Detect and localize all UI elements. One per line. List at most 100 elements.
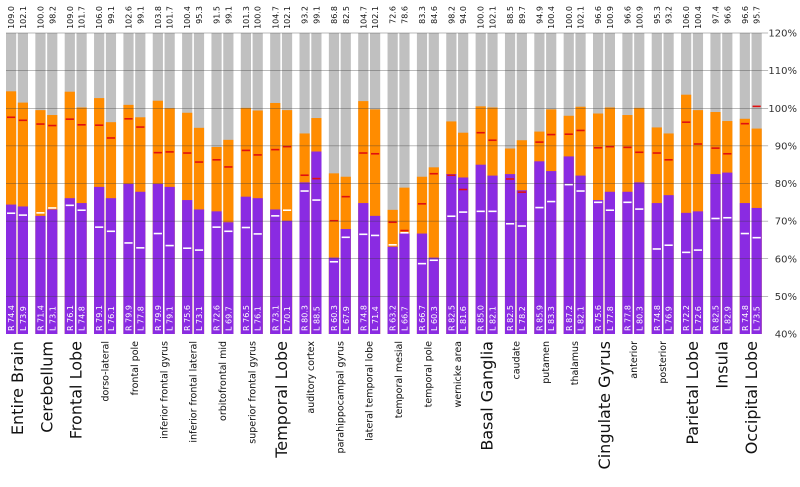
top-value-right: 96.6 xyxy=(741,6,750,24)
top-value-right: 91.5 xyxy=(213,6,222,24)
region-label-group: Entire Brain xyxy=(8,341,27,435)
inner-value-right: R 79.9 xyxy=(154,305,163,331)
top-value-left: 95.3 xyxy=(195,6,204,24)
top-value-left: 102.1 xyxy=(283,6,292,29)
region-label: Insula xyxy=(712,341,731,389)
region-label-group: Temporal Lobe xyxy=(272,341,291,459)
region-label: inferior frontal lateral xyxy=(189,341,200,443)
inner-value-right: R 75.6 xyxy=(183,305,192,331)
top-value-left: 102.1 xyxy=(19,6,28,29)
top-value-right: 96.6 xyxy=(623,6,632,24)
inner-value-right: R 74.8 xyxy=(359,305,368,331)
inner-value-right: R 87.2 xyxy=(565,305,574,331)
top-value-right: 104.7 xyxy=(359,6,368,29)
region-group: 109.0 R 74.4 102.1 L 73.9 xyxy=(6,6,28,334)
top-value-left: 102.1 xyxy=(489,6,498,29)
inner-value-right: R 72.2 xyxy=(682,305,691,331)
top-value-right: 88.5 xyxy=(506,6,515,24)
bar-lower-right xyxy=(182,200,193,334)
region-label-group: superior frontal gyrus xyxy=(247,341,258,444)
top-value-left: 101.7 xyxy=(78,6,87,29)
region-label-group: Parietal Lobe xyxy=(683,341,702,445)
inner-value-left: L 80.3 xyxy=(635,306,644,331)
inner-value-left: L 76.1 xyxy=(107,306,116,331)
top-value-left: 100.9 xyxy=(635,6,644,29)
bar-lower-right xyxy=(739,203,750,334)
region-label-group: Frontal Lobe xyxy=(67,341,86,439)
top-value-right: 101.3 xyxy=(242,6,251,29)
inner-value-left: L 72.6 xyxy=(694,306,703,331)
inner-value-left: L 83.3 xyxy=(547,306,556,331)
region-group: 88.5 R 82.5 89.7 L 78.2 xyxy=(504,6,527,334)
region-group: 86.8 R 60.3 82.5 L 67.9 xyxy=(328,6,351,334)
region-label-group: temporal mesial xyxy=(394,341,405,418)
bar-lower-right xyxy=(328,257,340,334)
inner-value-left: L 70.1 xyxy=(283,306,292,331)
region-label: Frontal Lobe xyxy=(67,341,86,439)
region-group: 96.6 R 77.8 100.9 L 80.3 xyxy=(622,6,645,335)
region-group: 95.3 R 74.8 93.2 L 76.9 xyxy=(651,6,674,334)
region-label-group: parahippocampal gyrus xyxy=(335,341,346,454)
bar-lower-right xyxy=(504,174,516,334)
top-value-right: 100.4 xyxy=(183,6,192,29)
region-label-group: caudate xyxy=(511,341,522,380)
top-value-right: 106.0 xyxy=(95,6,104,29)
bar-lower-left xyxy=(575,175,586,334)
top-value-right: 102.6 xyxy=(125,6,134,29)
bar-lower-right xyxy=(416,233,428,334)
region-label: caudate xyxy=(511,341,522,380)
top-value-right: 83.3 xyxy=(418,6,427,24)
y-axis: 40% 50% 60% 70% 80% 90% 100% 110% 120% xyxy=(768,29,797,341)
inner-value-left: L 73.1 xyxy=(195,306,204,331)
bar-lower-left xyxy=(634,182,645,334)
y-tick-label: 80% xyxy=(775,179,797,190)
bar-lower-left xyxy=(751,207,762,334)
bar-lower-left xyxy=(458,177,469,334)
bar-lower-right xyxy=(211,211,222,334)
inner-value-left: L 76.1 xyxy=(254,306,263,331)
bar-lower-right xyxy=(299,182,310,334)
region-label: inferior frontal gyrus xyxy=(159,341,170,439)
region-label-group: thalamus xyxy=(570,341,581,385)
region-label-group: Basal Ganglia xyxy=(478,341,497,451)
region-group: 101.3 R 76.5 100.0 L 76.1 xyxy=(240,6,263,334)
inner-value-left: L 69.7 xyxy=(224,306,233,331)
bar-lower-left xyxy=(252,198,263,334)
region-label: Temporal Lobe xyxy=(272,341,291,459)
bar-lower-right xyxy=(240,196,251,334)
inner-value-left: L 77.8 xyxy=(136,306,145,331)
region-group: 100.0 R 87.2 102.1 L 82.1 xyxy=(563,6,586,335)
region-label-group: Insula xyxy=(712,341,731,389)
top-value-left: 96.6 xyxy=(723,6,732,24)
inner-value-right: R 82.5 xyxy=(506,305,515,331)
region-label: orbitofrontal mid xyxy=(218,341,229,421)
inner-value-right: R 60.3 xyxy=(330,305,339,331)
region-label: thalamus xyxy=(570,341,581,385)
top-value-right: 100.0 xyxy=(477,6,486,29)
region-group: 83.3 R 66.7 84.6 L 60.3 xyxy=(416,6,439,334)
inner-value-left: L 71.4 xyxy=(371,306,380,331)
region-label: auditory cortex xyxy=(306,341,317,414)
top-value-right: 106.0 xyxy=(682,6,691,29)
region-group: 96.6 R 75.6 100.9 L 77.8 xyxy=(593,6,615,334)
top-value-left: 102.1 xyxy=(371,6,380,29)
y-tick-label: 90% xyxy=(775,141,797,152)
top-value-left: 100.0 xyxy=(254,6,263,29)
bar-lower-left xyxy=(487,175,498,334)
inner-value-right: R 82.5 xyxy=(712,305,721,331)
gridlines xyxy=(6,32,769,297)
bar-upper-left xyxy=(428,167,439,334)
region-label: Cingulate Gyrus xyxy=(595,341,614,469)
region-group: 98.2 R 82.5 94.0 L 81.6 xyxy=(446,6,469,334)
bar-lower-right xyxy=(681,212,692,334)
top-value-right: 103.8 xyxy=(154,6,163,29)
y-tick-label: 120% xyxy=(768,29,797,40)
bar-lower-left xyxy=(370,215,381,334)
bar-lower-left xyxy=(692,211,704,334)
top-value-left: 99.1 xyxy=(224,6,233,24)
inner-value-left: L 79.1 xyxy=(166,306,175,331)
inner-value-right: R 85.9 xyxy=(535,305,544,331)
bar-lower-right xyxy=(651,203,662,334)
region-label: lateral temporal lobe xyxy=(365,341,376,441)
top-value-left: 98.2 xyxy=(48,6,57,24)
